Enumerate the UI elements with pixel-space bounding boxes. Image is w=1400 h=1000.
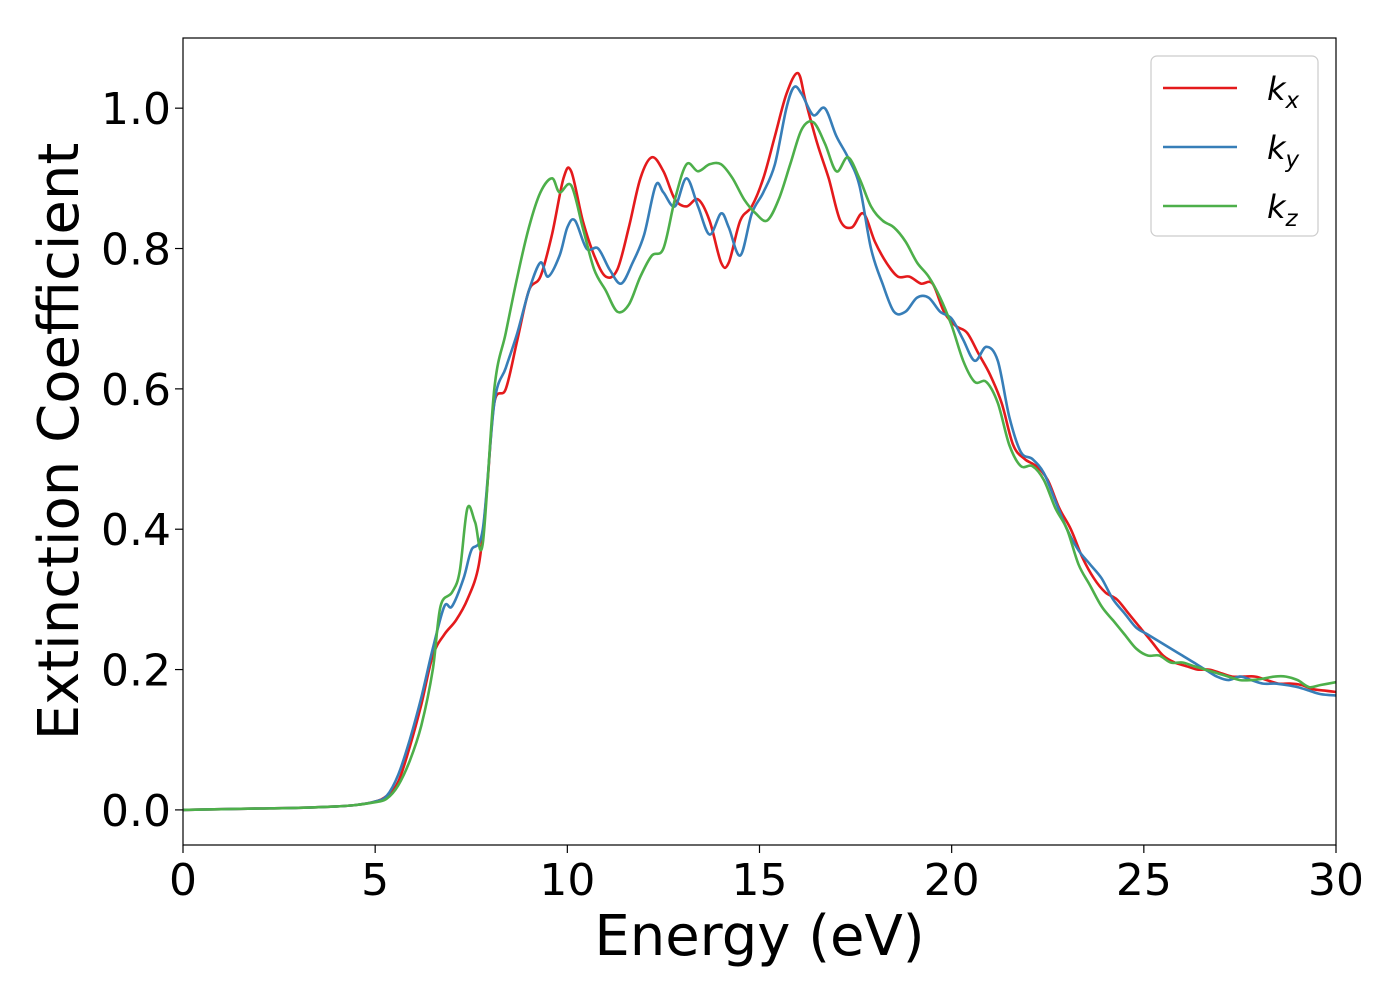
- series-layer: [183, 71, 1336, 812]
- series-line-k-x: [183, 71, 1336, 812]
- legend-label-k-z: kz: [1267, 188, 1299, 232]
- y-axis-label: Extinction Coefficient: [27, 143, 92, 741]
- series-line-k-z: [183, 120, 1336, 812]
- x-axis: 0 5 10 15 20 25 30: [169, 845, 1364, 906]
- x-axis-label: Energy (eV): [594, 904, 924, 969]
- x-tick-label: 15: [732, 855, 788, 906]
- y-tick-label: 0.2: [101, 646, 171, 697]
- x-tick-label: 0: [169, 855, 197, 906]
- legend-label-k-x: kx: [1267, 70, 1300, 114]
- x-tick-label: 20: [924, 855, 980, 906]
- y-tick-label: 0.8: [101, 225, 171, 276]
- y-axis: 0.0 0.2 0.4 0.6 0.8 1.0: [101, 84, 183, 837]
- y-tick-label: 0.6: [101, 365, 171, 416]
- legend: kx ky kz: [1150, 55, 1319, 237]
- x-tick-label: 10: [539, 855, 595, 906]
- x-tick-label: 30: [1308, 855, 1364, 906]
- x-tick-label: 25: [1116, 855, 1172, 906]
- x-tick-label: 5: [361, 855, 389, 906]
- y-tick-label: 0.4: [101, 505, 171, 556]
- y-tick-label: 0.0: [101, 786, 171, 837]
- legend-label-k-y: ky: [1267, 129, 1300, 173]
- series-line-k-y: [183, 85, 1336, 812]
- y-tick-label: 1.0: [101, 84, 171, 135]
